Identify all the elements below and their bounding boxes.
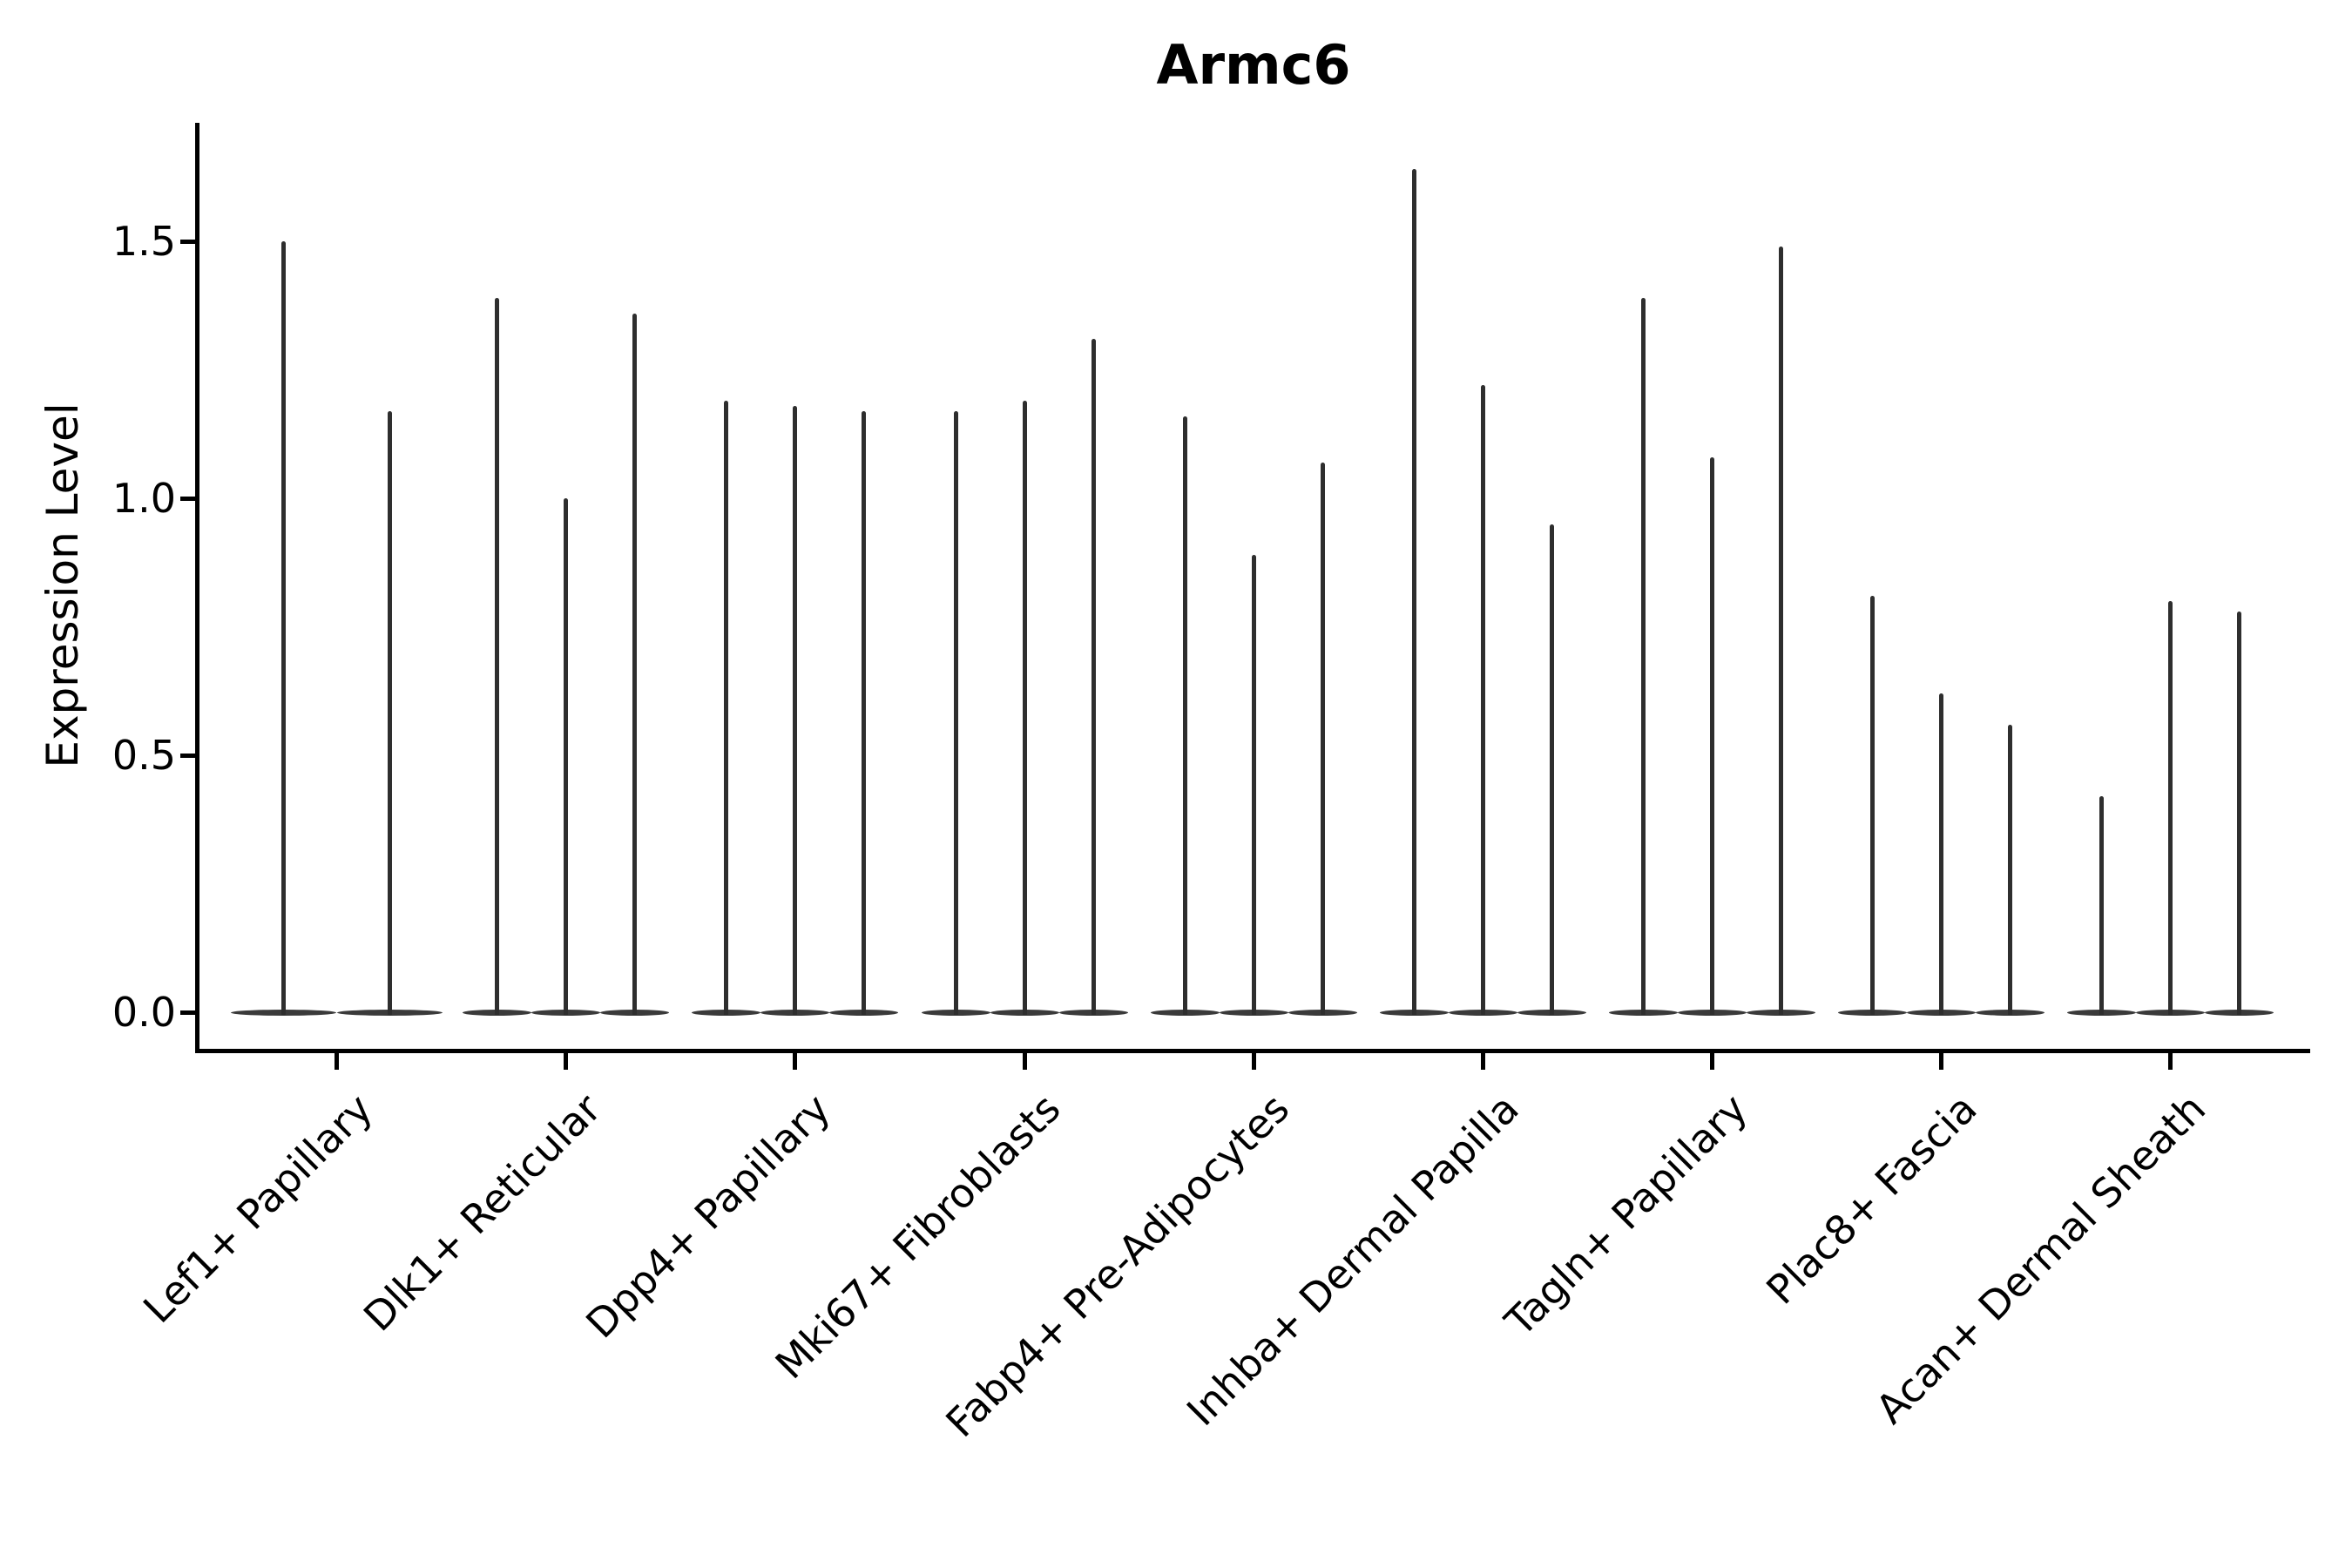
y-tick-label: 1.0 <box>112 475 176 522</box>
violin-spike <box>280 241 286 1015</box>
y-tick-mark <box>180 497 196 501</box>
violin-spike <box>1938 693 1943 1015</box>
y-tick-mark <box>180 240 196 244</box>
violin-spike <box>1869 596 1875 1015</box>
x-tick-label: Dpp4+ Papillary <box>577 1085 840 1348</box>
violin-spike <box>723 400 728 1015</box>
x-tick-label: Tagln+ Papillary <box>1496 1085 1757 1346</box>
x-tick-mark <box>793 1049 797 1070</box>
violin-spike <box>1778 246 1783 1015</box>
violin-spike <box>953 410 958 1015</box>
x-tick-mark <box>564 1049 568 1070</box>
violin-spike <box>563 498 568 1015</box>
violin-spike <box>2007 724 2012 1015</box>
violin-spike <box>632 313 637 1015</box>
x-tick-mark <box>1252 1049 1256 1070</box>
violin-spike <box>1251 554 1256 1015</box>
y-tick-mark <box>180 754 196 758</box>
x-tick-mark <box>1939 1049 1943 1070</box>
x-tick-label: Dlk1+ Reticular <box>355 1085 611 1341</box>
x-tick-label: Lef1+ Papillary <box>133 1085 382 1333</box>
x-tick-mark <box>1023 1049 1027 1070</box>
y-tick-label: 0.0 <box>112 989 176 1036</box>
x-tick-mark <box>1710 1049 1714 1070</box>
chart-title: Armc6 <box>1156 33 1351 97</box>
violin-spike <box>861 410 866 1015</box>
violin-spike <box>2167 601 2173 1015</box>
x-tick-mark <box>2168 1049 2173 1070</box>
y-tick-label: 1.5 <box>112 218 176 265</box>
y-axis-label: Expression Level <box>37 402 88 768</box>
violin-spike <box>1709 456 1714 1015</box>
violin-spike <box>1320 462 1325 1015</box>
violin-spike <box>387 410 392 1015</box>
violin-spike <box>2099 796 2104 1015</box>
y-axis-spine <box>195 123 199 1053</box>
violin-spike <box>494 297 499 1015</box>
x-tick-mark <box>335 1049 339 1070</box>
violin-spike <box>1411 169 1416 1015</box>
violin-spike <box>1022 400 1027 1015</box>
violin-spike <box>1549 524 1554 1015</box>
violin-spike <box>1182 416 1187 1015</box>
violin-spike <box>1480 385 1485 1015</box>
x-tick-mark <box>1481 1049 1485 1070</box>
violin-spike <box>1640 297 1646 1015</box>
violin-spike <box>792 405 797 1015</box>
x-tick-label: Plac8+ Fascia <box>1757 1085 1986 1314</box>
y-tick-label: 0.5 <box>112 732 176 779</box>
y-tick-mark <box>180 1010 196 1015</box>
violin-spike <box>2236 611 2241 1015</box>
violin-spike <box>1091 339 1096 1015</box>
